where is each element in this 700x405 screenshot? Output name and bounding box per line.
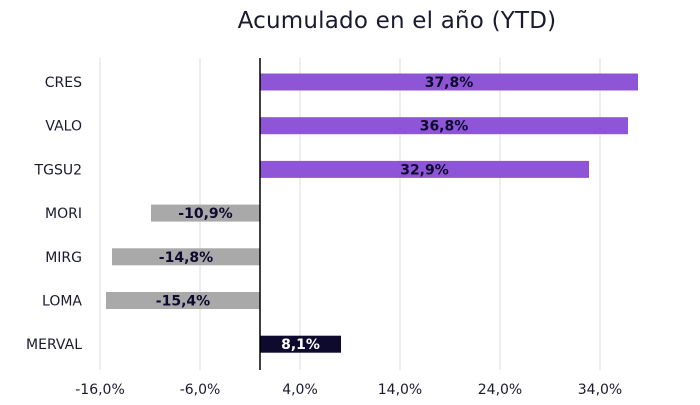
x-tick-label-4: 24,0% [478, 382, 522, 398]
data-label-valo: 36,8% [420, 119, 469, 135]
data-label-cres: 37,8% [425, 75, 474, 91]
x-tick-label-2: 4,0% [282, 382, 318, 398]
category-label-valo: VALO [45, 119, 82, 135]
bar-mori [151, 204, 260, 222]
bar-valo [260, 117, 628, 135]
x-tick-label-5: 34,0% [578, 382, 622, 398]
x-tick-label-3: 14,0% [378, 382, 422, 398]
bar-merval [260, 335, 341, 353]
category-label-merval: MERVAL [26, 337, 82, 353]
bar-loma [106, 292, 260, 309]
category-label-mori: MORI [45, 206, 82, 222]
x-tick-label-0: -16,0% [75, 382, 125, 398]
bar-tgsu2 [260, 160, 589, 178]
data-label-loma: -15,4% [156, 294, 210, 310]
category-label-tgsu2: TGSU2 [34, 162, 82, 178]
bar-mirg [112, 248, 260, 266]
chart-title: Acumulado en el año (YTD) [237, 8, 557, 34]
data-label-merval: 8,1% [281, 337, 320, 353]
bar-cres [260, 73, 638, 91]
data-label-tgsu2: 32,9% [400, 162, 449, 178]
data-label-mirg: -14,8% [159, 250, 213, 266]
data-label-mori: -10,9% [178, 206, 232, 222]
category-label-cres: CRES [45, 75, 82, 91]
category-label-mirg: MIRG [45, 250, 82, 266]
x-tick-label-1: -6,0% [180, 382, 221, 398]
category-label-loma: LOMA [42, 294, 82, 310]
